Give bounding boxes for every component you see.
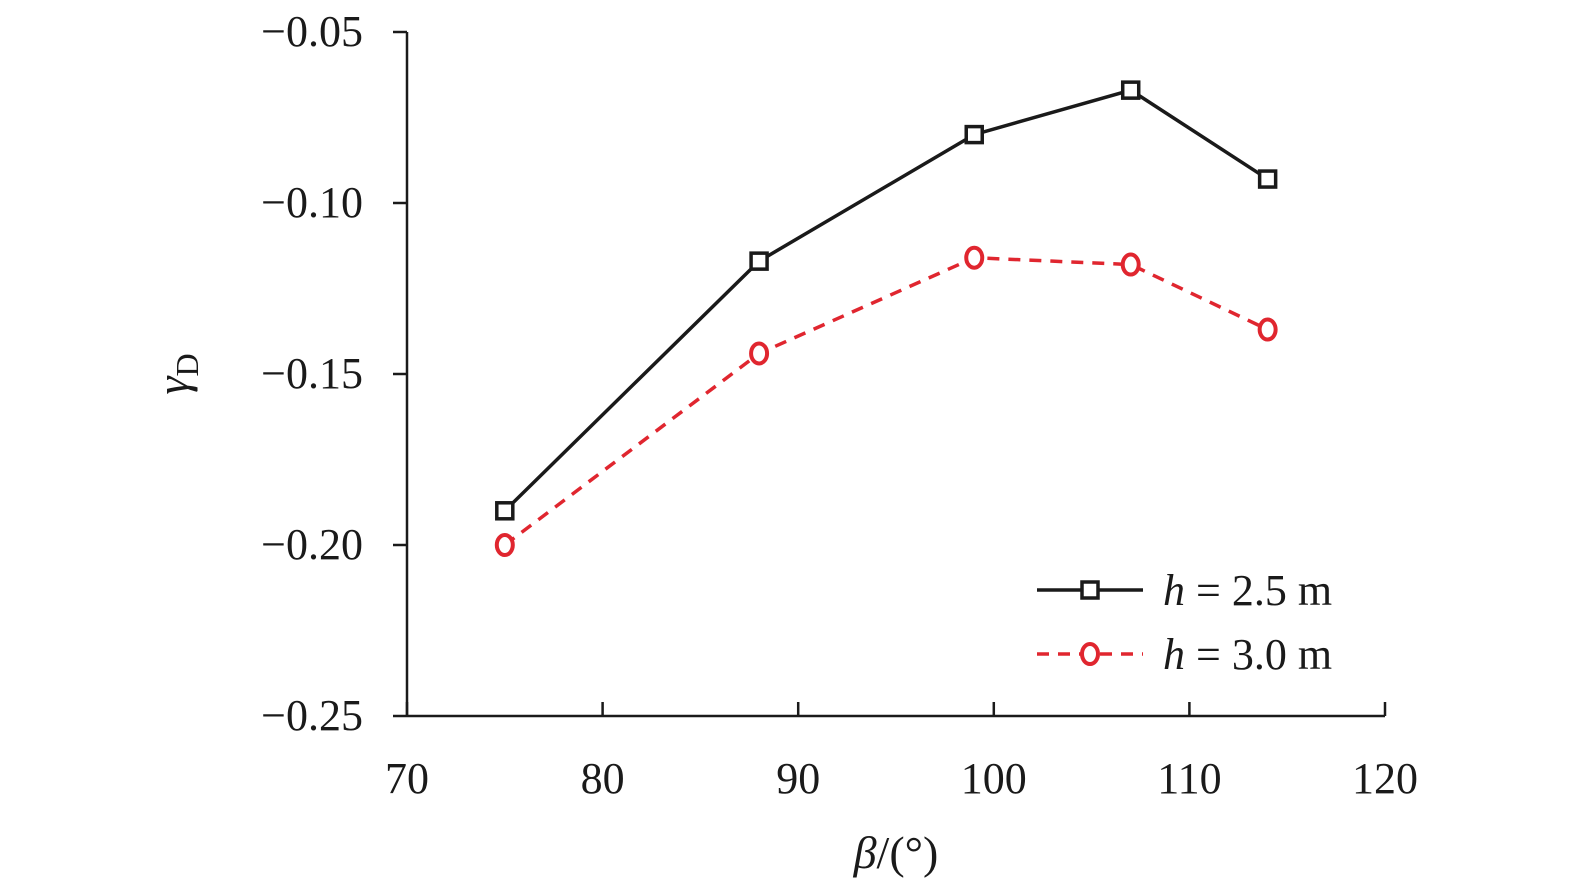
x-tick-label: 110 — [1157, 754, 1221, 803]
x-axis-symbol: β — [853, 827, 877, 878]
x-axis-title: β/(°) — [853, 827, 939, 878]
y-tick-label: −0.05 — [261, 7, 363, 56]
ticks: −0.05 −0.10 −0.15 −0.20 −0.25 70 80 90 100 110 120 — [261, 7, 1418, 803]
data-point-square — [1120, 80, 1141, 100]
series-2-line — [503, 255, 1269, 547]
data-point-square — [1080, 580, 1100, 600]
x-tick-label: 70 — [385, 754, 429, 803]
series-1 — [495, 80, 1278, 521]
data-point-circle — [964, 245, 985, 270]
x-tick-label: 80 — [581, 754, 625, 803]
series-2 — [494, 245, 1278, 557]
data-point-square — [749, 251, 769, 271]
y-tick-label: −0.20 — [261, 520, 363, 569]
x-axis-unit: /(°) — [877, 827, 939, 878]
legend-label-symbol: h — [1163, 566, 1185, 615]
data-point-circle — [1120, 252, 1141, 277]
data-point-square — [1257, 169, 1278, 189]
data-point-circle — [749, 341, 770, 366]
legend-label-symbol: h — [1163, 630, 1185, 679]
legend-label-2: h = 3.0 m — [1163, 630, 1332, 679]
data-point-circle — [1080, 642, 1100, 666]
data-point-circle — [494, 533, 515, 557]
y-axis-subscript: D — [169, 353, 205, 376]
legend-label-text: = 3.0 m — [1185, 630, 1332, 679]
data-point-circle — [1257, 317, 1278, 342]
y-axis-symbol: γ — [147, 375, 198, 395]
x-tick-label: 120 — [1352, 754, 1418, 803]
x-tick-label: 90 — [776, 754, 820, 803]
legend-label-text: = 2.5 m — [1185, 566, 1332, 615]
y-axis-title: γD — [147, 353, 205, 394]
legend-label-1: h = 2.5 m — [1163, 566, 1332, 615]
x-tick-label: 100 — [961, 754, 1027, 803]
legend: h = 2.5 mh = 3.0 m — [1037, 566, 1332, 679]
series-group — [494, 80, 1278, 557]
y-tick-label: −0.10 — [261, 178, 363, 227]
data-point-square — [964, 124, 984, 145]
series-1-line — [503, 88, 1269, 513]
y-tick-label: −0.25 — [261, 691, 363, 740]
data-point-square — [495, 501, 515, 521]
y-tick-label: −0.15 — [261, 349, 363, 398]
